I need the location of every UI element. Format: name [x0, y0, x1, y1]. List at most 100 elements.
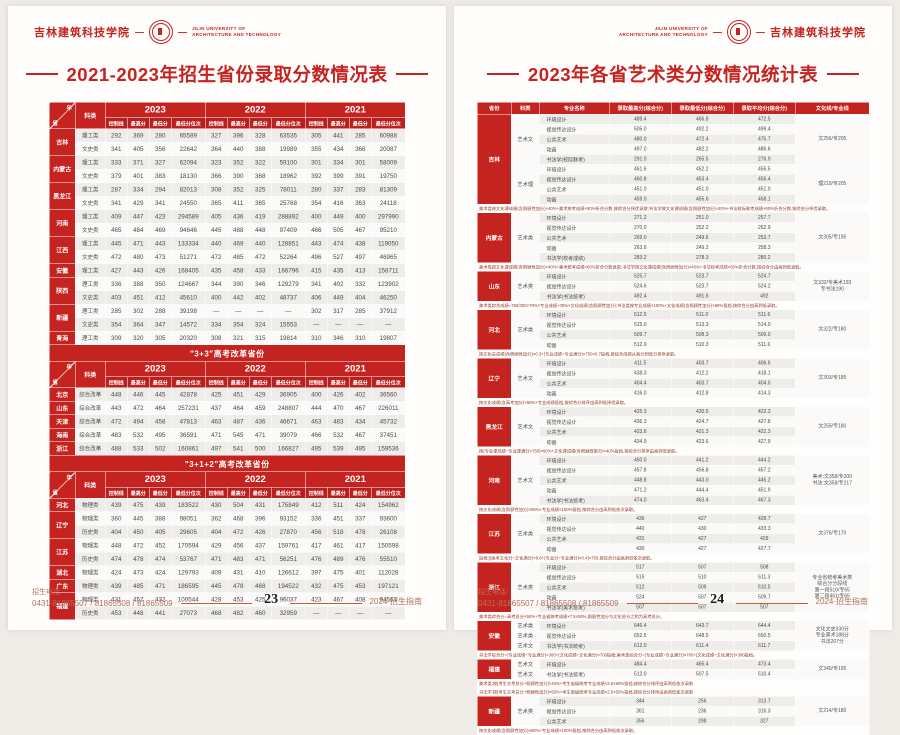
score-cell: 313.7	[733, 696, 796, 707]
score-cell: 344	[609, 696, 672, 707]
score-cell: 532	[327, 428, 350, 442]
score-cell: 249.6	[671, 232, 734, 243]
guide-label: 2024·招生指南	[815, 597, 869, 606]
score-cell: 419	[249, 209, 272, 224]
score-cell: 95210	[371, 223, 406, 237]
subject-column-header: 科类	[75, 102, 106, 129]
score-cell: 82013	[170, 182, 206, 197]
corner-year-label: 年	[66, 475, 73, 481]
score-cell: 436	[609, 513, 672, 524]
score-cell: 170594	[170, 538, 206, 553]
score-cell: 488	[105, 441, 128, 456]
score-row: 江苏 物理类 448 472 452 170594 429 456 437 159761 417 46…	[49, 538, 406, 566]
score-cell: —	[227, 304, 250, 318]
major-name-cell: 动画	[539, 436, 610, 447]
score-cell: 159761	[271, 538, 306, 553]
art-score-row: 书法学(书法统考) 492.4 491.6 492	[477, 291, 869, 302]
score-cell: 325	[249, 182, 272, 197]
score-cell: 509.7	[609, 329, 672, 340]
major-name-cell: 动画	[539, 388, 610, 399]
subject-cell: 文史类	[75, 196, 106, 210]
culture-line: 文340/专195	[818, 666, 847, 672]
score-cell: 497.0	[609, 144, 672, 155]
score-cell: 508	[733, 562, 796, 573]
art-score-row: 视觉传达设计 270.0 252.2 262.9	[477, 222, 869, 233]
score-cell: 24118	[371, 196, 406, 210]
score-cell: 427	[671, 543, 734, 554]
score-cell: 22642	[170, 142, 206, 156]
score-cell: 475.7	[733, 134, 796, 145]
school-name-en: JILIN UNIVERSITY OF ARCHITECTURE AND TEC…	[619, 26, 708, 37]
province-cell: 新疆	[477, 696, 512, 727]
score-cell: 437	[205, 401, 228, 415]
subject-cell: 文史类	[75, 290, 106, 305]
score-cell: 291.0	[609, 154, 672, 165]
score-cell: 46250	[371, 290, 406, 305]
score-cell: 492.2	[671, 124, 734, 135]
score-cell: 158711	[371, 263, 406, 278]
subject-cell: 艺术类	[511, 696, 540, 727]
culture-line: 第一段510/专65	[814, 587, 850, 593]
art-score-row: 浙江 艺术类 环境设计 517 507 508 专业省统考美术类 综合分分段线 第一段510/专…	[477, 562, 870, 613]
score-cell: 123902	[371, 277, 406, 291]
score-cell: 523.7	[671, 281, 734, 292]
phone-label: 招生电话:	[478, 589, 508, 596]
score-cell: 545	[227, 428, 250, 442]
score-cell: 315	[249, 331, 272, 345]
score-cell: 440	[205, 236, 228, 251]
score-cell: 485	[227, 250, 250, 264]
score-cell: 451.0	[733, 184, 796, 195]
score-cell: 256	[671, 696, 734, 707]
major-name-cell: 视觉传达设计	[539, 416, 610, 427]
score-cell: 42878	[170, 387, 206, 402]
subcolumn-header: 最低分位次	[170, 376, 206, 388]
score-cell: 183522	[170, 498, 206, 512]
subject-cell: 文史类	[75, 169, 106, 183]
province-cell: 辽宁	[477, 358, 512, 399]
score-cell: 448	[249, 223, 272, 237]
score-cell: 445	[127, 511, 150, 526]
score-cell: 402	[327, 277, 350, 291]
score-cell: 430	[205, 498, 228, 512]
score-row: 河北 物理类 439 475 439 183522 430 504 431 175849 412 51…	[49, 498, 406, 512]
score-cell: —	[327, 606, 350, 620]
score-cell: 397	[305, 565, 328, 580]
score-cell: 426	[249, 525, 272, 539]
score-cell: 445	[205, 223, 228, 237]
score-cell: 456	[305, 525, 328, 539]
school-name-cn: 吉林建筑科技学院	[34, 27, 130, 39]
score-cell: 60988	[371, 128, 406, 143]
major-name-cell: 书法学(校际联考)	[539, 154, 610, 165]
score-cell: 310	[305, 331, 328, 345]
score-cell: 248807	[271, 401, 306, 415]
score-cell: 525.7	[609, 271, 672, 282]
score-cell: 52264	[271, 250, 306, 264]
score-cell: 78011	[271, 182, 306, 197]
province-cell: 山东	[49, 401, 76, 415]
subject-cell: 物理类	[75, 511, 106, 526]
score-cell: 473.4	[733, 659, 796, 670]
score-cell: 283	[349, 182, 372, 197]
score-cell: 440	[227, 142, 250, 156]
year-header: 2022	[205, 471, 306, 488]
score-cell: 288892	[271, 209, 306, 224]
culture-line: 书法207分	[820, 638, 844, 645]
score-cell: 249.2	[671, 242, 734, 253]
score-cell: 418.1	[733, 368, 796, 379]
score-cell: 497	[349, 250, 372, 264]
score-cell: 361	[609, 706, 672, 717]
score-cell: 278.3	[671, 252, 734, 263]
score-cell: 166827	[271, 441, 306, 456]
score-cell: 391	[349, 169, 372, 183]
page-left-title: 2021-2023年招生省份录取分数情况表	[8, 61, 446, 87]
score-cell: 354	[227, 317, 250, 332]
score-cell: 334	[205, 317, 228, 332]
score-cell: 464	[149, 401, 172, 415]
score-cell: 510	[671, 572, 734, 583]
score-cell: 451	[327, 511, 350, 526]
score-cell: 310	[349, 331, 372, 345]
subject-cell: 艺术类	[511, 620, 540, 631]
score-cell: 444.2	[733, 455, 796, 466]
score-cell: 445	[149, 387, 172, 402]
score-cell: 15553	[271, 317, 306, 332]
